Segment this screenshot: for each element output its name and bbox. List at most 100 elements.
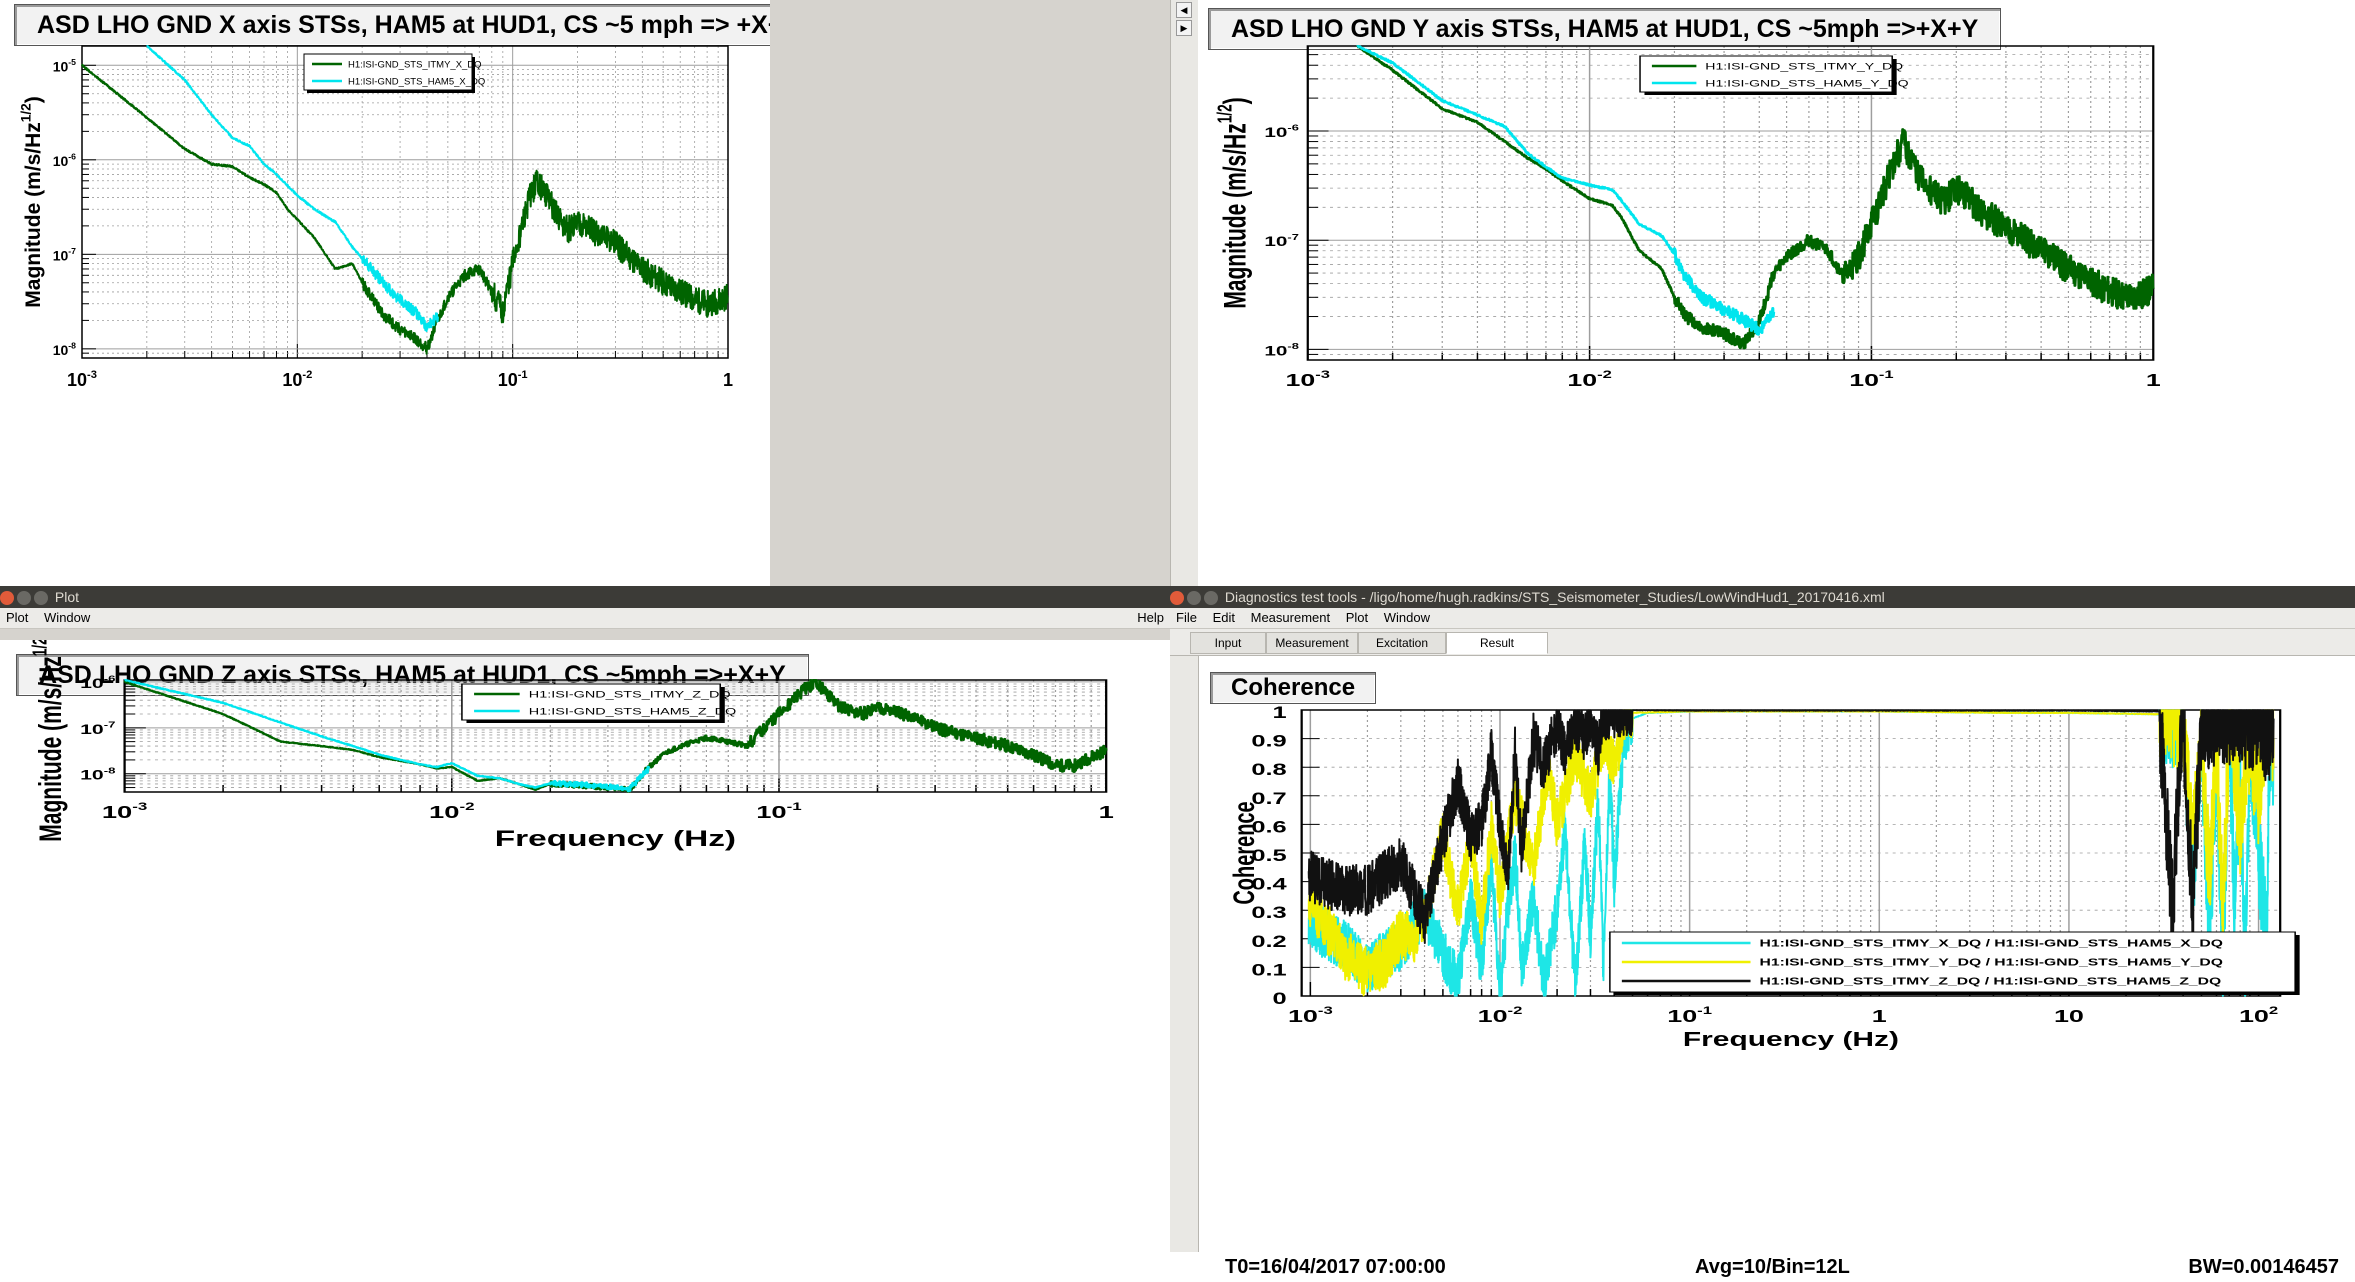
tab-result[interactable]: Result bbox=[1446, 632, 1548, 654]
dtt-close-icon[interactable] bbox=[1170, 591, 1184, 606]
y-tick-labels: 10-8 10-7 10-6 10-5 bbox=[53, 57, 76, 358]
plot-menubar: Plot Window Help bbox=[0, 608, 1170, 629]
y-tick-labels: 10-8 10-7 10-6 bbox=[1264, 124, 1299, 359]
tab-excitation[interactable]: Excitation bbox=[1358, 632, 1446, 654]
menu-window-dtt[interactable]: Window bbox=[1383, 610, 1430, 625]
y-tick-label: 0.5 bbox=[1251, 845, 1286, 865]
legend-entry: H1:ISI-GND_STS_HAM5_Z_DQ bbox=[529, 706, 736, 717]
x-tick-label: 10-2 bbox=[429, 801, 475, 822]
close-icon[interactable] bbox=[0, 591, 14, 606]
x-tick-label: 10-3 bbox=[1288, 1004, 1333, 1025]
x-tick-label: 10 bbox=[2054, 1005, 2084, 1025]
series-line-1 bbox=[81, 63, 729, 355]
menu-help[interactable]: Help bbox=[1137, 610, 1164, 625]
coherence-chart: 10-3 10-2 10-1 1 10 102 0 0.1 0.2 0.3 0.4 0.5 0.6 0.7… bbox=[1228, 702, 2300, 1051]
legend: H1:ISI-GND_STS_ITMY_X_DQ / H1:ISI-GND_ST… bbox=[1609, 931, 2300, 995]
status-bw: BW=0.00146457 bbox=[2188, 1256, 2339, 1278]
legend-entry: H1:ISI-GND_STS_ITMY_Y_DQ / H1:ISI-GND_ST… bbox=[1760, 956, 2223, 968]
x-tick-label: 102 bbox=[2239, 1004, 2278, 1025]
asd-y-title: ASD LHO GND Y axis STSs, HAM5 at HUD1, C… bbox=[1208, 8, 2002, 50]
x-tick-label: 1 bbox=[723, 370, 733, 390]
asd-x-panel: ASD LHO GND X axis STSs, HAM5 at HUD1, C… bbox=[0, 0, 770, 590]
legend-entry: H1:ISI-GND_STS_ITMY_Y_DQ bbox=[1705, 61, 1903, 72]
vertical-splitter[interactable]: ◀ ▶ bbox=[1170, 0, 1199, 586]
plot-frame bbox=[123, 679, 1108, 793]
y-tick-label: 0.7 bbox=[1251, 788, 1286, 808]
y-tick-label: 0.2 bbox=[1251, 931, 1286, 951]
minimize-icon[interactable] bbox=[17, 591, 31, 606]
x-tick-label: 10-1 bbox=[1667, 1004, 1712, 1025]
menu-edit[interactable]: Edit bbox=[1212, 610, 1235, 625]
menu-window[interactable]: Window bbox=[44, 610, 91, 625]
legend-entry: H1:ISI-GND_STS_ITMY_X_DQ bbox=[348, 59, 482, 70]
series-group bbox=[1356, 45, 2155, 350]
legend-entry: H1:ISI-GND_STS_ITMY_Z_DQ / H1:ISI-GND_ST… bbox=[1760, 975, 2222, 987]
y-tick-labels: 0 0.1 0.2 0.3 0.4 0.5 0.6 0.7 0.8 0.9 1 bbox=[1251, 702, 1286, 1008]
y-axis-label: Coherence bbox=[1228, 801, 1261, 904]
y-tick-label: 0.6 bbox=[1251, 817, 1286, 837]
series-group bbox=[1307, 709, 2275, 997]
x-axis-label: Frequency (Hz) bbox=[495, 826, 736, 851]
x-tick-labels: 10-3 10-2 10-1 1 10 102 bbox=[1288, 1004, 2278, 1025]
dtt-statusbar: T0=16/04/2017 07:00:00 Avg=10/Bin=12L BW… bbox=[1170, 1252, 2355, 1282]
scroll-right-icon[interactable]: ▶ bbox=[1176, 20, 1192, 36]
y-tick-label: 10-6 bbox=[1264, 124, 1299, 141]
x-tick-label: 1 bbox=[1099, 802, 1114, 822]
dtt-window-title: Diagnostics test tools - /ligo/home/hugh… bbox=[1224, 589, 1885, 605]
dtt-minimize-icon[interactable] bbox=[1187, 591, 1201, 606]
x-tick-label: 10-2 bbox=[282, 369, 312, 390]
asd-x-title: ASD LHO GND X axis STSs, HAM5 at HUD1, C… bbox=[14, 4, 770, 46]
x-tick-label: 10-3 bbox=[102, 801, 148, 822]
asd-y-panel: ASD LHO GND Y axis STSs, HAM5 at HUD1, C… bbox=[1198, 0, 2355, 586]
y-tick-label: 10-7 bbox=[80, 721, 115, 737]
y-tick-label: 0.1 bbox=[1251, 960, 1286, 980]
menu-plot[interactable]: Plot bbox=[6, 610, 29, 625]
y-axis-label: Magnitude (m/s/Hz1/2) bbox=[28, 640, 68, 842]
legend-entry: H1:ISI-GND_STS_ITMY_Z_DQ bbox=[529, 689, 731, 700]
y-tick-label: 10-6 bbox=[80, 675, 115, 691]
series-group bbox=[81, 45, 729, 355]
asd-y-chart: 10-3 10-2 10-1 1 10-8 10-7 10-6 Magnitude (m/s/… bbox=[1213, 45, 2162, 390]
y-tick-label: 0 bbox=[1273, 988, 1287, 1008]
legend: H1:ISI-GND_STS_ITMY_X_DQ H1:ISI-GND_STS_H… bbox=[303, 53, 485, 93]
x-tick-label: 10-1 bbox=[1849, 368, 1894, 390]
plot-window-title: Plot bbox=[54, 589, 80, 605]
scroll-left-icon[interactable]: ◀ bbox=[1176, 2, 1192, 18]
grid bbox=[1307, 45, 2155, 361]
tab-input[interactable]: Input bbox=[1190, 632, 1266, 654]
legend: H1:ISI-GND_STS_ITMY_Z_DQ H1:ISI-GND_STS_H… bbox=[461, 683, 736, 723]
dtt-menubar: File Edit Measurement Plot Window bbox=[1170, 608, 2355, 629]
y-tick-label: 10-7 bbox=[1264, 233, 1299, 250]
coherence-panel: Coherence 10-3 10-2 10-1 1 10 102 0 0.1 0.2 0.3 0.… bbox=[1170, 656, 2355, 1252]
coherence-title: Coherence bbox=[1210, 672, 1377, 704]
x-axis-label: Frequency (Hz) bbox=[1683, 1029, 1899, 1051]
menu-plot-dtt[interactable]: Plot bbox=[1345, 610, 1369, 625]
y-tick-label: 10-7 bbox=[53, 246, 76, 263]
x-tick-labels: 10-3 10-2 10-1 1 bbox=[102, 801, 1114, 822]
y-tick-label: 10-8 bbox=[53, 341, 76, 358]
x-tick-label: 10-3 bbox=[67, 369, 97, 390]
plot-frame bbox=[1306, 45, 2155, 361]
legend: H1:ISI-GND_STS_ITMY_Y_DQ H1:ISI-GND_STS_H… bbox=[1639, 55, 1909, 95]
legend-entry: H1:ISI-GND_STS_ITMY_X_DQ / H1:ISI-GND_ST… bbox=[1760, 937, 2223, 949]
menu-file[interactable]: File bbox=[1176, 610, 1197, 625]
y-tick-label: 10-8 bbox=[80, 766, 115, 782]
x-tick-label: 10-1 bbox=[756, 801, 802, 822]
y-tick-label: 10-8 bbox=[1264, 342, 1299, 359]
x-tick-label: 1 bbox=[1872, 1005, 1887, 1025]
y-tick-label: 10-6 bbox=[53, 152, 76, 169]
menu-measurement[interactable]: Measurement bbox=[1250, 610, 1331, 625]
tab-measurement[interactable]: Measurement bbox=[1266, 632, 1358, 654]
dtt-maximize-icon[interactable] bbox=[1204, 591, 1218, 606]
legend-entry: H1:ISI-GND_STS_HAM5_Y_DQ bbox=[1705, 78, 1908, 89]
asd-x-chart: 10-3 10-2 10-1 1 10-8 10-7 10-6 10-5 Magnitude (… bbox=[19, 45, 733, 390]
coherence-left-strip bbox=[1170, 656, 1199, 1252]
x-tick-labels: 10-3 10-2 10-1 1 bbox=[1286, 368, 2162, 390]
series-line-2 bbox=[123, 679, 651, 793]
legend-entry: H1:ISI-GND_STS_HAM5_X_DQ bbox=[348, 76, 485, 87]
dtt-tabbar: Input Measurement Excitation Result bbox=[1170, 629, 2355, 656]
maximize-icon[interactable] bbox=[34, 591, 48, 606]
y-axis-label: Magnitude (m/s/Hz1/2) bbox=[19, 96, 45, 307]
dtt-window-titlebar: Diagnostics test tools - /ligo/home/hugh… bbox=[1170, 586, 2355, 608]
y-tick-label: 1 bbox=[1273, 702, 1287, 722]
